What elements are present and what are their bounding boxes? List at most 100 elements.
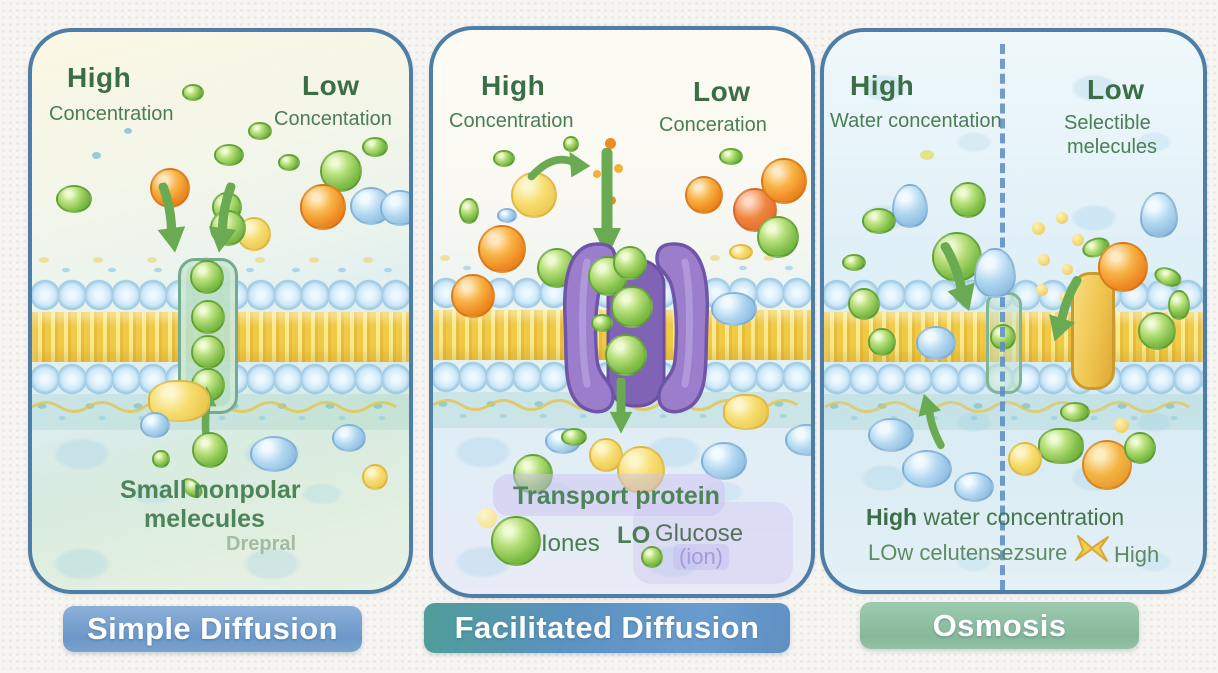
molecule-orange (478, 225, 526, 273)
molecule-orange (1098, 242, 1148, 292)
molecule-orange (761, 158, 807, 204)
molecule-yellow-dot (1036, 284, 1048, 296)
osmosis-title-text: Osmosis (932, 607, 1067, 643)
molecule-yellow-blob (723, 394, 769, 430)
water-droplet-blue (1140, 192, 1178, 238)
simple-diffusion-title-text: Simple Diffusion (87, 611, 338, 646)
molecule-green-oval (56, 185, 92, 213)
ion-legend-sphere (491, 516, 541, 566)
molecule-green-oval (182, 84, 204, 101)
molecule-blue (701, 442, 747, 480)
label-band (493, 474, 725, 516)
molecule-yellow (362, 464, 388, 490)
molecule-orange (300, 184, 346, 230)
molecule-blue-oval (711, 292, 757, 326)
butterfly-star-icon (1075, 535, 1109, 562)
high-sublabel: Water concentation (830, 110, 1002, 132)
molecule-yellow-dot (1032, 222, 1045, 235)
molecule-orange (685, 176, 723, 214)
molecule-green (1138, 312, 1176, 350)
facilitated-diffusion-title-text: Facilitated Diffusion (454, 610, 760, 645)
molecule-green (611, 286, 653, 328)
molecule-blue-oval (868, 418, 914, 452)
molecule-green (320, 150, 362, 192)
low-label: Low (693, 76, 751, 107)
membrane-divider-dashed-line (1000, 44, 1005, 590)
simple-diffusion-title: Simple Diffusion (63, 606, 362, 652)
molecule-green-oval (459, 198, 479, 224)
molecule-blue-oval (250, 436, 298, 472)
high-sublabel: Concentration (449, 110, 574, 132)
transport-protein-label: Transport protein (513, 482, 720, 510)
low-label: Low (302, 70, 360, 101)
panel-osmosis: High Water concentation Low Selectible m… (820, 28, 1207, 594)
molecule-yellow-dot (1056, 212, 1068, 224)
high-label: High (481, 70, 546, 101)
molecule-blue (916, 326, 956, 360)
molecule-blue (380, 190, 409, 226)
caption2-right: High (1114, 542, 1160, 567)
watermark-text: Drepral (226, 533, 297, 555)
ion-paren-label: (ion) (673, 544, 730, 570)
molecule-orange-yellow (1082, 440, 1132, 490)
molecule-green-oval (362, 137, 388, 157)
molecule-green (190, 260, 224, 294)
molecule-green (605, 334, 647, 376)
high-label: High (67, 62, 132, 93)
iones-label: Iones (541, 530, 600, 557)
molecule-green-oval (719, 148, 743, 165)
low-sublabel-line1: Selectible (1064, 112, 1151, 134)
up-arrow-icon (918, 393, 945, 450)
low-sublabel: Concentation (274, 108, 392, 130)
molecule-green (191, 335, 225, 369)
high-sublabel: Concentration (49, 103, 174, 125)
molecule-yellow-dot (1062, 264, 1073, 275)
molecule-orange (451, 274, 495, 318)
caption1-bold: High (866, 504, 918, 530)
molecule-green (848, 288, 880, 320)
molecule-blue (140, 412, 170, 438)
molecule-yellow-dot (1114, 418, 1129, 433)
panel-facilitated-diffusion: High Concentration Low Conceration Trans… (429, 26, 815, 598)
molecule-yellow (1008, 442, 1042, 476)
high-label: High (850, 70, 915, 101)
molecule-orange-dot (593, 170, 601, 178)
glucose-legend-sphere (641, 546, 663, 568)
molecule-blue-oval (497, 208, 517, 223)
molecule-green (950, 182, 986, 218)
curved-arrow-icon (527, 151, 591, 181)
caption-line2: melecules (144, 505, 265, 533)
panel-simple-diffusion: High Concentration Low Concentation Smal… (28, 28, 413, 594)
molecule-green (563, 136, 579, 152)
molecule-green-oval (842, 254, 866, 271)
molecule-green-oval (248, 122, 272, 140)
molecule-orange-dot (605, 138, 616, 149)
down-arrow-icon (1049, 275, 1082, 342)
molecule-green-oval (278, 154, 300, 171)
glucose-label: Glucose (655, 520, 744, 547)
molecule-green-oval (493, 150, 515, 167)
molecule-yellow-dot (1038, 254, 1050, 266)
molecule-green-blob (1038, 428, 1084, 464)
caption1-rest: water concentration (917, 504, 1125, 530)
molecule-green (757, 216, 799, 258)
molecule-blue-oval (902, 450, 952, 488)
molecule-green (868, 328, 896, 356)
speckle (920, 150, 934, 160)
membrane-protein-rod (1071, 272, 1115, 390)
molecule-green-oval (561, 428, 587, 446)
molecule-orange-dot (614, 164, 623, 173)
caption2-left: LOw celutensezsure (868, 540, 1068, 565)
molecule-yellow-oval (729, 244, 753, 260)
caption-line1: Small nonpolar (120, 476, 301, 504)
down-arrow-icon (593, 148, 621, 258)
protein-filament-squiggle (824, 401, 1190, 413)
osmosis-title: Osmosis (860, 602, 1139, 649)
speckle (92, 152, 101, 159)
low-sublabel-line2: melecules (1067, 136, 1158, 158)
speckle (124, 128, 132, 134)
molecule-green-oval (1060, 402, 1090, 422)
water-droplet-blue (974, 248, 1016, 298)
molecule-yellow-dot (477, 508, 497, 528)
